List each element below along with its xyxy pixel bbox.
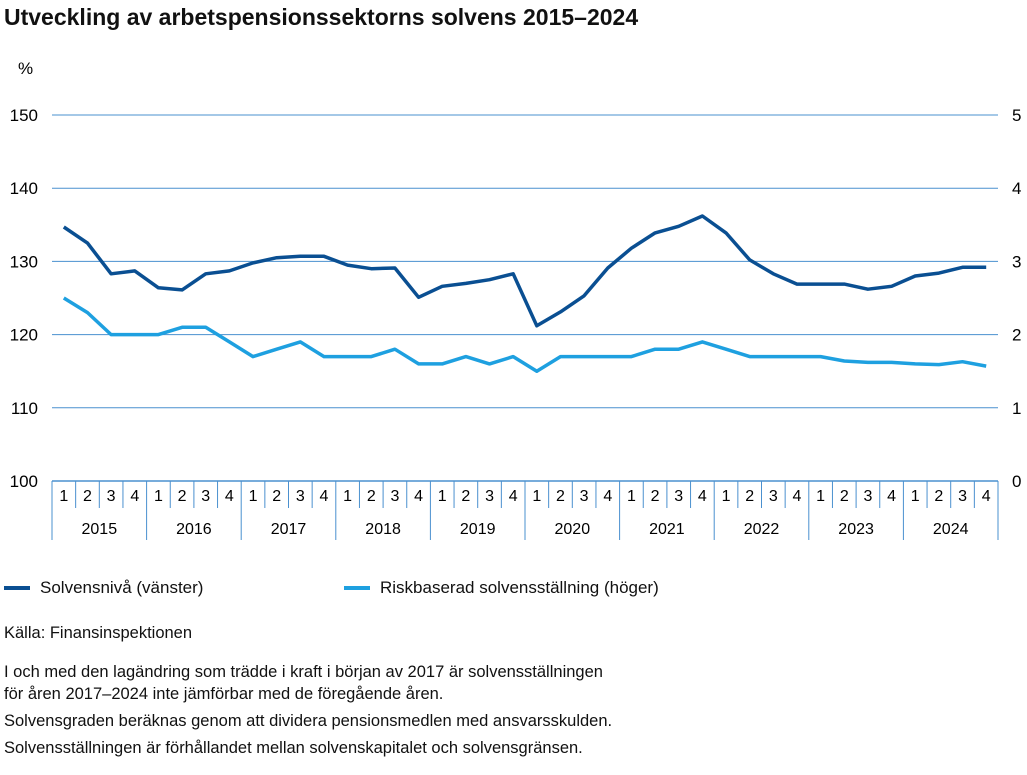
- x-tick-quarter: 1: [249, 488, 258, 505]
- x-tick-quarter: 2: [840, 488, 849, 505]
- x-tick-quarter: 2: [178, 488, 187, 505]
- legend-item-riskbaserad: Riskbaserad solvensställning (höger): [344, 578, 659, 598]
- x-tick-year: 2023: [838, 521, 874, 538]
- x-tick-quarter: 1: [154, 488, 163, 505]
- y-tick-label: 130: [10, 252, 38, 271]
- x-tick-quarter: 3: [769, 488, 778, 505]
- x-tick-quarter: 4: [603, 488, 612, 505]
- x-tick-quarter: 4: [414, 488, 423, 505]
- x-tick-quarter: 4: [320, 488, 329, 505]
- chart-title: Utveckling av arbetspensionssektorns sol…: [4, 4, 639, 30]
- x-tick-quarter: 4: [698, 488, 707, 505]
- series-line-solvensniva: [62, 214, 987, 328]
- x-tick-year: 2019: [460, 521, 496, 538]
- source-note: Källa: Finansinspektionen: [4, 624, 193, 642]
- x-tick-quarter: 1: [627, 488, 636, 505]
- x-tick-quarter: 3: [201, 488, 210, 505]
- y-tick-label: 120: [10, 326, 38, 345]
- x-tick-year: 2016: [176, 521, 212, 538]
- y2-tick-label: 3: [1012, 252, 1021, 271]
- footnote: Solvensgraden beräknas genom att divider…: [4, 712, 613, 730]
- footnote: Solvensställningen är förhållandet mella…: [4, 739, 583, 757]
- x-tick-year: 2017: [271, 521, 307, 538]
- x-tick-quarter: 2: [651, 488, 660, 505]
- x-tick-quarter: 4: [130, 488, 139, 505]
- y-tick-label: 100: [10, 472, 38, 491]
- legend-swatch: [4, 586, 30, 590]
- legend-label: Solvensnivå (vänster): [40, 578, 204, 597]
- x-tick-quarter: 2: [934, 488, 943, 505]
- footnote: för åren 2017–2024 inte jämförbar med de…: [4, 685, 444, 703]
- x-tick-quarter: 1: [343, 488, 352, 505]
- x-tick-quarter: 2: [83, 488, 92, 505]
- x-tick-quarter: 4: [887, 488, 896, 505]
- y2-tick-label: 1: [1012, 399, 1021, 418]
- x-tick-year: 2015: [82, 521, 118, 538]
- x-tick-year: 2021: [649, 521, 685, 538]
- x-tick-quarter: 4: [225, 488, 234, 505]
- y2-tick-label: 5: [1012, 106, 1021, 125]
- y2-tick-label: 4: [1012, 179, 1021, 198]
- x-tick-year: 2022: [744, 521, 780, 538]
- y-tick-label: 140: [10, 179, 38, 198]
- x-tick-quarter: 3: [863, 488, 872, 505]
- x-tick-quarter: 1: [722, 488, 731, 505]
- x-tick-quarter: 3: [958, 488, 967, 505]
- x-tick-quarter: 1: [911, 488, 920, 505]
- x-tick-quarter: 3: [107, 488, 116, 505]
- x-tick-quarter: 3: [390, 488, 399, 505]
- x-tick-quarter: 3: [580, 488, 589, 505]
- y-axis-label: %: [18, 59, 33, 78]
- x-tick-quarter: 4: [982, 488, 991, 505]
- x-tick-quarter: 2: [367, 488, 376, 505]
- x-tick-quarter: 2: [461, 488, 470, 505]
- legend-item-solvensniva: Solvensnivå (vänster): [4, 578, 203, 598]
- footnote: I och med den lagändring som trädde i kr…: [4, 663, 603, 681]
- legend-label: Riskbaserad solvensställning (höger): [380, 578, 659, 597]
- x-tick-quarter: 2: [272, 488, 281, 505]
- x-tick-quarter: 1: [532, 488, 541, 505]
- x-tick-quarter: 4: [509, 488, 518, 505]
- legend-swatch: [344, 586, 370, 590]
- x-tick-quarter: 1: [816, 488, 825, 505]
- y2-tick-label: 2: [1012, 326, 1021, 345]
- y2-tick-label: 0: [1012, 472, 1021, 491]
- x-tick-quarter: 3: [485, 488, 494, 505]
- x-tick-year: 2020: [555, 521, 591, 538]
- x-tick-quarter: 4: [793, 488, 802, 505]
- x-tick-quarter: 3: [296, 488, 305, 505]
- series-line-riskbaserad: [62, 296, 987, 373]
- x-tick-year: 2018: [365, 521, 401, 538]
- x-tick-quarter: 2: [556, 488, 565, 505]
- y-tick-label: 110: [11, 399, 38, 418]
- x-tick-quarter: 1: [59, 488, 68, 505]
- x-tick-quarter: 2: [745, 488, 754, 505]
- x-tick-quarter: 3: [674, 488, 683, 505]
- x-tick-year: 2024: [933, 521, 969, 538]
- x-tick-quarter: 1: [438, 488, 447, 505]
- y-tick-label: 150: [10, 106, 38, 125]
